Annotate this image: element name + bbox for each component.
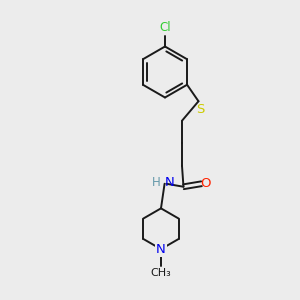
Text: CH₃: CH₃: [151, 268, 171, 278]
Text: Cl: Cl: [159, 21, 171, 34]
Text: N: N: [156, 243, 166, 256]
Text: N: N: [165, 176, 174, 189]
Text: O: O: [200, 177, 210, 190]
Text: S: S: [196, 103, 204, 116]
Text: H: H: [152, 176, 161, 189]
